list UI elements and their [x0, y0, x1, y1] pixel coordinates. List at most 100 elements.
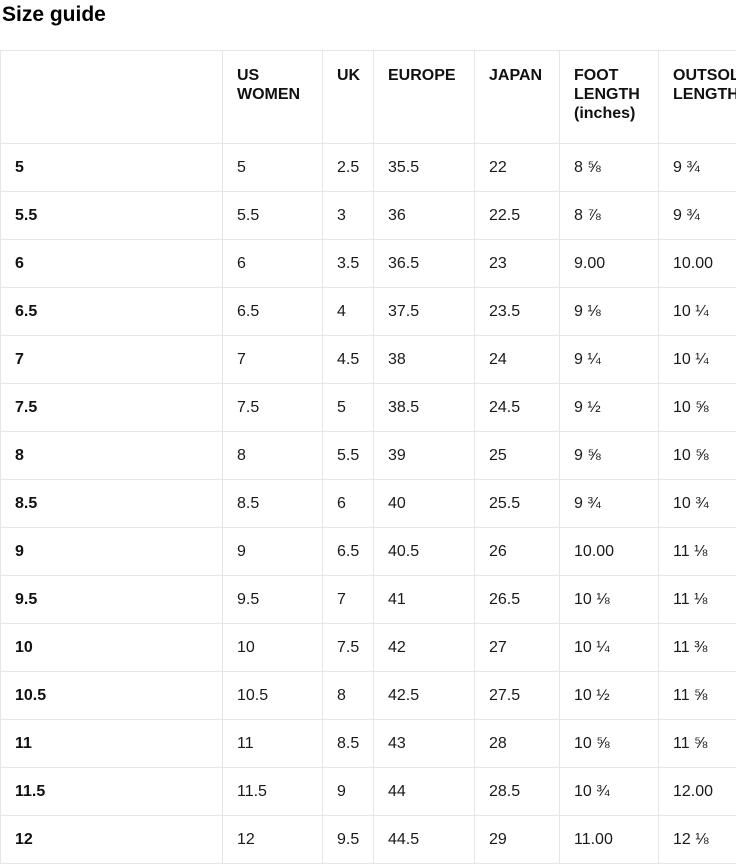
size-cell: 9 ¾ — [658, 143, 736, 192]
table-row: 11.5 11.5 9 44 28.5 10 ¾ 12.00 — [0, 767, 736, 816]
size-cell: 10 ¼ — [559, 623, 659, 672]
size-cell: 44 — [373, 767, 475, 816]
size-cell: 8 — [322, 671, 374, 720]
size-cell: 5.5 — [322, 431, 374, 480]
column-header-foot-length: FOOT LENGTH (inches) — [559, 50, 659, 144]
size-cell: 38.5 — [373, 383, 475, 432]
page-title: Size guide — [2, 3, 106, 26]
row-size-label: 11.5 — [0, 767, 223, 816]
size-cell: 23 — [474, 239, 560, 288]
size-cell: 5 — [322, 383, 374, 432]
size-cell: 26 — [474, 527, 560, 576]
size-cell: 4 — [322, 287, 374, 336]
size-cell: 24 — [474, 335, 560, 384]
size-cell: 5 — [222, 143, 323, 192]
size-cell: 11 ⅛ — [658, 575, 736, 624]
size-cell: 25 — [474, 431, 560, 480]
row-size-label: 10.5 — [0, 671, 223, 720]
row-size-label: 7.5 — [0, 383, 223, 432]
size-cell: 11.5 — [222, 767, 323, 816]
size-cell: 10 ¼ — [658, 287, 736, 336]
size-cell: 22.5 — [474, 191, 560, 240]
size-cell: 10 ¾ — [559, 767, 659, 816]
table-row: 8.5 8.5 6 40 25.5 9 ¾ 10 ¾ — [0, 479, 736, 528]
size-cell: 9 ¾ — [658, 191, 736, 240]
size-cell: 10 ½ — [559, 671, 659, 720]
size-cell: 8 — [222, 431, 323, 480]
size-cell: 40.5 — [373, 527, 475, 576]
size-cell: 10 — [222, 623, 323, 672]
size-cell: 12 ⅛ — [658, 815, 736, 864]
size-cell: 9 ¼ — [559, 335, 659, 384]
column-header-blank — [0, 50, 223, 144]
size-cell: 28.5 — [474, 767, 560, 816]
size-cell: 42 — [373, 623, 475, 672]
size-cell: 8.5 — [222, 479, 323, 528]
size-cell: 39 — [373, 431, 475, 480]
size-cell: 9 ½ — [559, 383, 659, 432]
size-cell: 3 — [322, 191, 374, 240]
size-guide-table-header: US WOMEN UK EUROPE JAPAN FOOT LENGTH (in… — [0, 50, 736, 144]
table-row: 9 9 6.5 40.5 26 10.00 11 ⅛ — [0, 527, 736, 576]
size-cell: 9.00 — [559, 239, 659, 288]
size-cell: 25.5 — [474, 479, 560, 528]
column-header-outsole-length: OUTSOLE LENGTH (inches) — [658, 50, 736, 144]
size-cell: 10 ¼ — [658, 335, 736, 384]
table-row: 10 10 7.5 42 27 10 ¼ 11 ⅜ — [0, 623, 736, 672]
row-size-label: 9 — [0, 527, 223, 576]
size-cell: 6 — [322, 479, 374, 528]
size-cell: 10 ⅝ — [658, 383, 736, 432]
size-cell: 36.5 — [373, 239, 475, 288]
table-row: 7.5 7.5 5 38.5 24.5 9 ½ 10 ⅝ — [0, 383, 736, 432]
table-row: 6.5 6.5 4 37.5 23.5 9 ⅛ 10 ¼ — [0, 287, 736, 336]
size-cell: 26.5 — [474, 575, 560, 624]
size-cell: 42.5 — [373, 671, 475, 720]
size-cell: 10 ⅛ — [559, 575, 659, 624]
size-cell: 27.5 — [474, 671, 560, 720]
size-cell: 2.5 — [322, 143, 374, 192]
size-cell: 40 — [373, 479, 475, 528]
row-size-label: 10 — [0, 623, 223, 672]
size-cell: 11 ⅜ — [658, 623, 736, 672]
header-row: US WOMEN UK EUROPE JAPAN FOOT LENGTH (in… — [0, 50, 736, 144]
column-header-uk: UK — [322, 50, 374, 144]
size-cell: 3.5 — [322, 239, 374, 288]
size-guide-table: US WOMEN UK EUROPE JAPAN FOOT LENGTH (in… — [0, 50, 736, 864]
size-cell: 10 ⅝ — [658, 431, 736, 480]
size-cell: 9 ⅝ — [559, 431, 659, 480]
table-row: 12 12 9.5 44.5 29 11.00 12 ⅛ — [0, 815, 736, 864]
size-cell: 11 ⅝ — [658, 671, 736, 720]
size-cell: 12.00 — [658, 767, 736, 816]
size-cell: 5.5 — [222, 191, 323, 240]
size-cell: 44.5 — [373, 815, 475, 864]
size-cell: 10 ¾ — [658, 479, 736, 528]
size-cell: 29 — [474, 815, 560, 864]
size-cell: 11 ⅝ — [658, 719, 736, 768]
size-cell: 35.5 — [373, 143, 475, 192]
size-cell: 22 — [474, 143, 560, 192]
row-size-label: 6 — [0, 239, 223, 288]
row-size-label: 12 — [0, 815, 223, 864]
row-size-label: 5 — [0, 143, 223, 192]
size-cell: 10.00 — [658, 239, 736, 288]
size-cell: 43 — [373, 719, 475, 768]
size-cell: 4.5 — [322, 335, 374, 384]
size-cell: 23.5 — [474, 287, 560, 336]
row-size-label: 6.5 — [0, 287, 223, 336]
column-header-europe: EUROPE — [373, 50, 475, 144]
size-cell: 9 — [222, 527, 323, 576]
table-row: 10.5 10.5 8 42.5 27.5 10 ½ 11 ⅝ — [0, 671, 736, 720]
table-row: 7 7 4.5 38 24 9 ¼ 10 ¼ — [0, 335, 736, 384]
size-cell: 10.5 — [222, 671, 323, 720]
size-cell: 9 — [322, 767, 374, 816]
size-cell: 8.5 — [322, 719, 374, 768]
size-cell: 41 — [373, 575, 475, 624]
row-size-label: 7 — [0, 335, 223, 384]
table-row: 8 8 5.5 39 25 9 ⅝ 10 ⅝ — [0, 431, 736, 480]
size-cell: 7.5 — [322, 623, 374, 672]
size-cell: 9 ⅛ — [559, 287, 659, 336]
row-size-label: 8.5 — [0, 479, 223, 528]
row-size-label: 9.5 — [0, 575, 223, 624]
